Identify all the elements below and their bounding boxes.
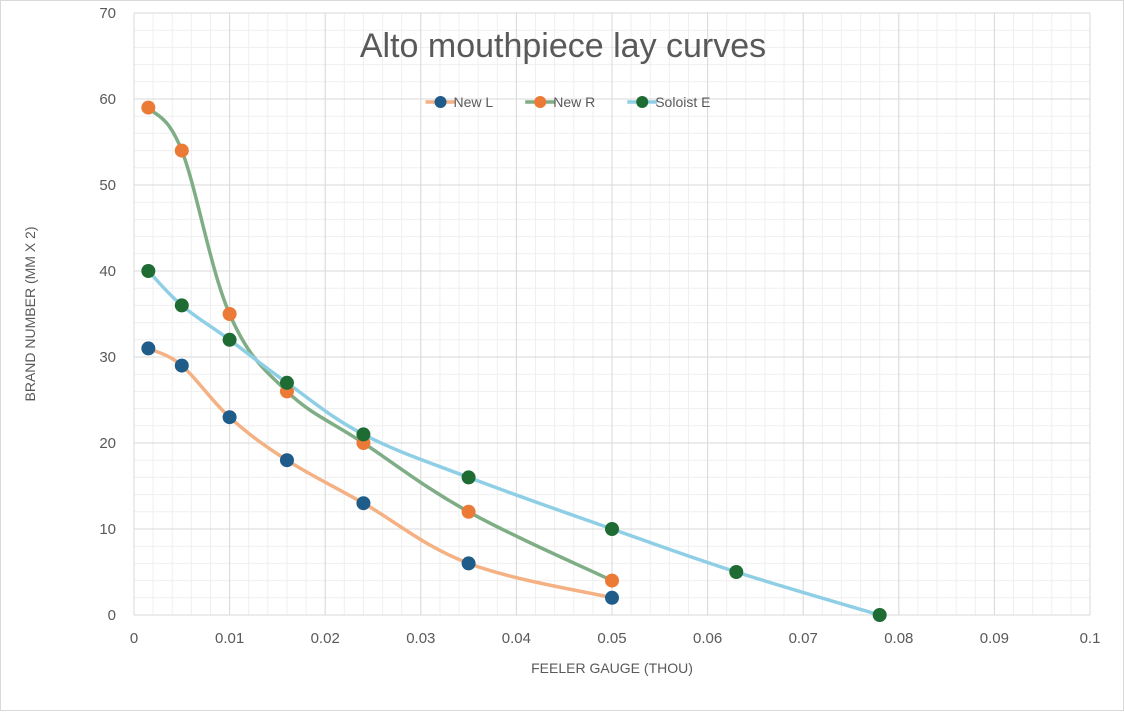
x-tick-label: 0.07	[789, 630, 818, 647]
chart-title: Alto mouthpiece lay curves	[360, 27, 766, 65]
data-point-new-l	[605, 590, 619, 605]
x-tick-label: 0.06	[693, 630, 722, 647]
x-axis-title: FEELER GAUGE (THOU)	[531, 660, 693, 676]
data-point-new-r	[605, 573, 619, 588]
series-line-new-r	[146, 105, 614, 583]
y-tick-label: 40	[99, 263, 116, 280]
y-tick-label: 50	[99, 177, 116, 194]
legend-swatch-marker-new-l	[434, 96, 447, 108]
y-axis-title: BRAND NUMBER (MM X 2)	[22, 226, 38, 401]
series-line-soloist-e	[146, 269, 882, 617]
x-tick-label: 0.09	[980, 630, 1009, 647]
data-point-soloist-e	[872, 608, 887, 622]
legend-swatch-marker-new-r	[534, 96, 547, 108]
x-axis-tick-labels: 0 0.01 0.02 0.03 0.04 0.05 0.06 0.07 0.08 0.09 0.1	[130, 630, 1101, 647]
data-point-soloist-e	[356, 427, 371, 442]
legend-swatch-marker-soloist-e	[636, 96, 649, 108]
series-lines	[146, 105, 882, 617]
x-tick-label: 0.04	[502, 630, 531, 647]
x-tick-label: 0.02	[311, 630, 340, 647]
x-tick-label: 0.1	[1080, 630, 1101, 647]
y-tick-label: 70	[99, 5, 116, 22]
data-point-soloist-e	[222, 332, 237, 347]
y-tick-label: 20	[99, 435, 116, 452]
data-point-new-l	[356, 496, 371, 511]
data-point-new-r	[222, 307, 237, 321]
legend-label-new-r: New R	[553, 94, 595, 110]
y-axis-tick-labels: 0 10 20 30 40 50 60 70	[99, 5, 116, 624]
y-tick-label: 30	[99, 349, 116, 366]
data-point-soloist-e	[729, 565, 744, 579]
data-point-new-l	[141, 341, 156, 356]
data-point-soloist-e	[174, 298, 189, 313]
x-tick-label: 0.03	[406, 630, 435, 647]
x-tick-label: 0.01	[215, 630, 244, 647]
data-point-new-r	[174, 143, 189, 158]
data-point-soloist-e	[461, 470, 476, 485]
data-point-soloist-e	[279, 375, 294, 390]
x-tick-label: 0	[130, 630, 138, 647]
data-point-new-l	[279, 453, 294, 468]
y-tick-label: 10	[99, 521, 116, 538]
data-point-new-r	[461, 504, 476, 519]
legend: New L New R Soloist E	[425, 94, 710, 110]
data-point-new-r	[141, 100, 156, 115]
legend-label-new-l: New L	[454, 94, 494, 110]
legend-label-soloist-e: Soloist E	[655, 94, 710, 110]
major-grid	[133, 12, 1091, 616]
series-markers	[141, 100, 887, 622]
data-point-new-l	[174, 358, 189, 373]
data-point-new-l	[222, 410, 237, 425]
y-tick-label: 0	[108, 607, 116, 624]
data-point-soloist-e	[141, 264, 156, 278]
series-line-new-l	[146, 346, 614, 600]
y-tick-label: 60	[99, 91, 116, 108]
x-tick-label: 0.05	[597, 630, 626, 647]
data-point-new-l	[461, 556, 476, 571]
data-point-soloist-e	[605, 522, 619, 536]
x-tick-label: 0.08	[884, 630, 913, 647]
